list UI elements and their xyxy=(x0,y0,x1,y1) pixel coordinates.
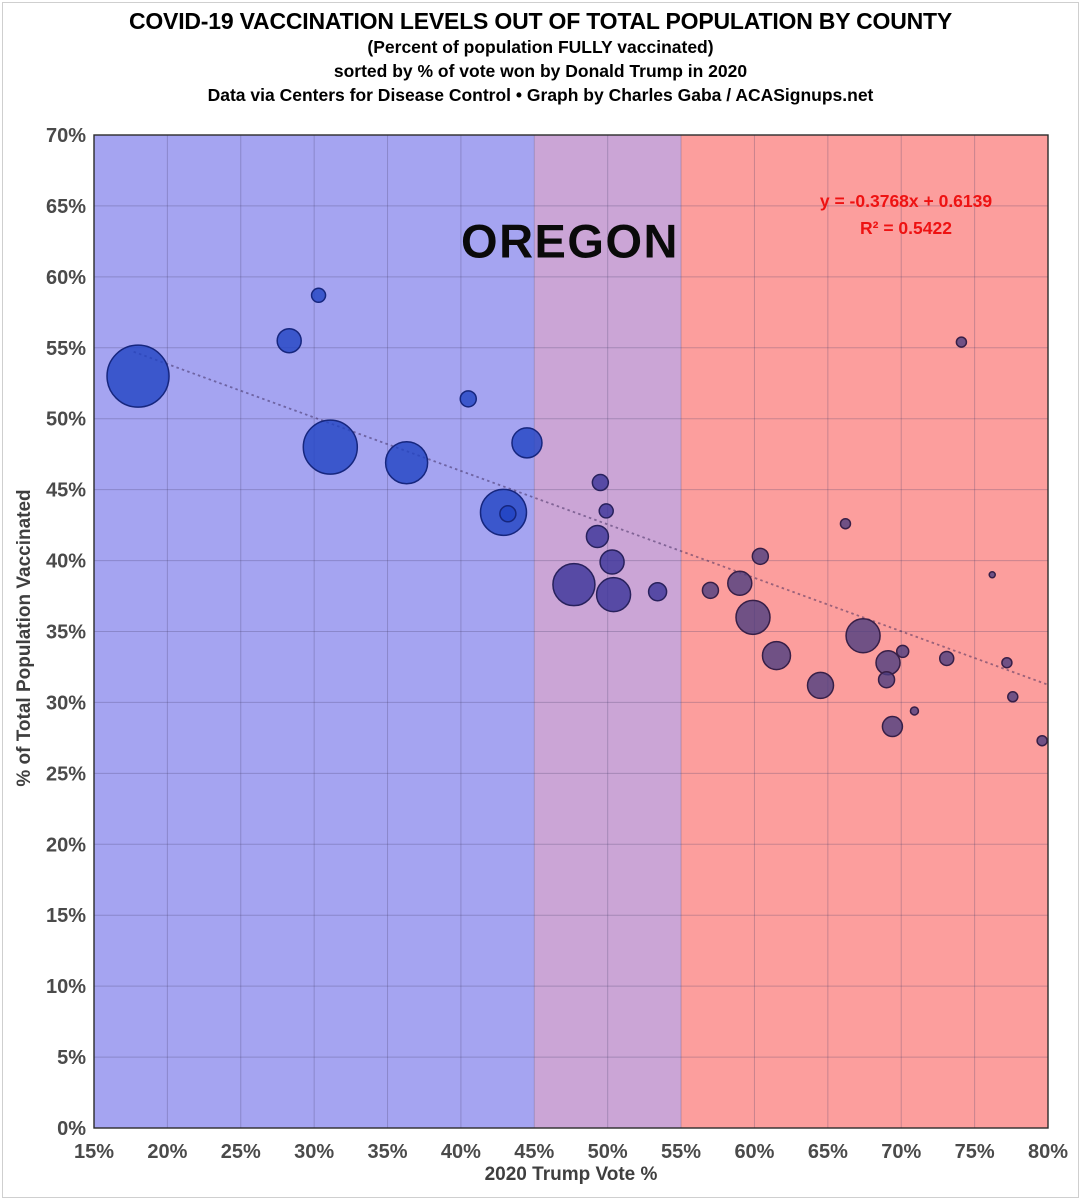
county-data-point xyxy=(988,571,996,579)
x-tick-label: 80% xyxy=(1028,1141,1068,1163)
county-data-point xyxy=(881,715,904,738)
x-tick-label: 20% xyxy=(147,1141,187,1163)
y-tick-label: 40% xyxy=(46,551,86,573)
y-tick-label: 60% xyxy=(46,267,86,289)
x-tick-label: 45% xyxy=(514,1141,554,1163)
county-data-point xyxy=(276,327,302,354)
equation-line: y = -0.3768x + 0.6139 xyxy=(819,191,993,211)
county-data-point xyxy=(909,706,920,716)
y-tick-label: 30% xyxy=(46,692,86,714)
x-tick-label: 25% xyxy=(221,1141,261,1163)
county-data-point xyxy=(595,576,632,613)
county-data-point xyxy=(585,524,610,549)
y-tick-label: 20% xyxy=(46,834,86,856)
x-tick-label: 55% xyxy=(661,1141,701,1163)
chart-subtitle-fully-vaccinated: (Percent of population FULLY vaccinated) xyxy=(367,37,714,57)
county-data-point xyxy=(552,562,596,607)
y-tick-label: 25% xyxy=(46,763,86,785)
county-data-point xyxy=(598,503,614,519)
county-data-point xyxy=(599,549,625,575)
county-data-point xyxy=(727,570,753,597)
chart-header: COVID-19 VACCINATION LEVELS OUT OF TOTAL… xyxy=(0,7,1081,107)
x-tick-label: 40% xyxy=(441,1141,481,1163)
state-name-label: OREGON xyxy=(461,214,679,268)
county-data-point xyxy=(1001,656,1013,669)
county-data-point xyxy=(511,427,543,459)
trend-line xyxy=(133,350,1047,686)
county-data-point xyxy=(701,581,720,600)
y-tick-label: 55% xyxy=(46,338,86,360)
y-tick-label: 65% xyxy=(46,196,86,218)
x-tick-label: 75% xyxy=(955,1141,995,1163)
y-tick-label: 50% xyxy=(46,409,86,431)
x-tick-label: 60% xyxy=(734,1141,774,1163)
county-data-point xyxy=(647,582,668,602)
county-data-point xyxy=(845,618,881,654)
chart-subtitle-sorted-by: sorted by % of vote won by Donald Trump … xyxy=(333,61,748,81)
county-data-point xyxy=(751,547,770,566)
x-tick-label: 30% xyxy=(294,1141,334,1163)
county-data-point xyxy=(1007,691,1019,703)
y-tick-label: 70% xyxy=(46,125,86,147)
x-tick-label: 35% xyxy=(368,1141,408,1163)
y-tick-label: 10% xyxy=(46,976,86,998)
trendline-equation: y = -0.3768x + 0.6139 R² = 0.5422 xyxy=(820,188,992,242)
y-axis-title: % of Total Population Vaccinated xyxy=(14,489,35,787)
x-tick-label: 70% xyxy=(881,1141,921,1163)
y-tick-label: 45% xyxy=(46,480,86,502)
chart-source-credit: Data via Centers for Disease Control • G… xyxy=(207,85,874,105)
county-data-point xyxy=(384,440,429,485)
county-data-point xyxy=(591,473,610,492)
plot-border xyxy=(93,134,1049,1129)
y-tick-label: 15% xyxy=(46,905,86,927)
y-tick-label: 0% xyxy=(57,1118,86,1140)
y-tick-label: 35% xyxy=(46,622,86,644)
county-data-point xyxy=(1036,734,1048,747)
x-tick-label: 15% xyxy=(74,1141,114,1163)
county-data-point xyxy=(877,670,896,689)
county-data-point xyxy=(839,517,852,530)
county-data-point xyxy=(761,640,792,671)
chart-title: COVID-19 VACCINATION LEVELS OUT OF TOTAL… xyxy=(128,8,953,34)
county-data-point xyxy=(955,336,968,348)
county-data-point xyxy=(106,344,170,408)
r-squared-line: R² = 0.5422 xyxy=(860,218,952,238)
band-swing xyxy=(534,135,682,1128)
county-data-point xyxy=(735,599,771,636)
x-tick-label: 50% xyxy=(588,1141,628,1163)
county-data-point xyxy=(938,650,955,667)
county-data-point xyxy=(310,287,327,304)
county-data-point xyxy=(895,644,910,659)
county-data-point xyxy=(459,390,478,408)
county-data-point xyxy=(806,671,835,700)
x-axis-title: 2020 Trump Vote % xyxy=(484,1164,658,1185)
y-tick-label: 5% xyxy=(57,1047,86,1069)
county-data-point xyxy=(499,505,517,523)
county-data-point xyxy=(302,419,359,475)
x-tick-label: 65% xyxy=(808,1141,848,1163)
